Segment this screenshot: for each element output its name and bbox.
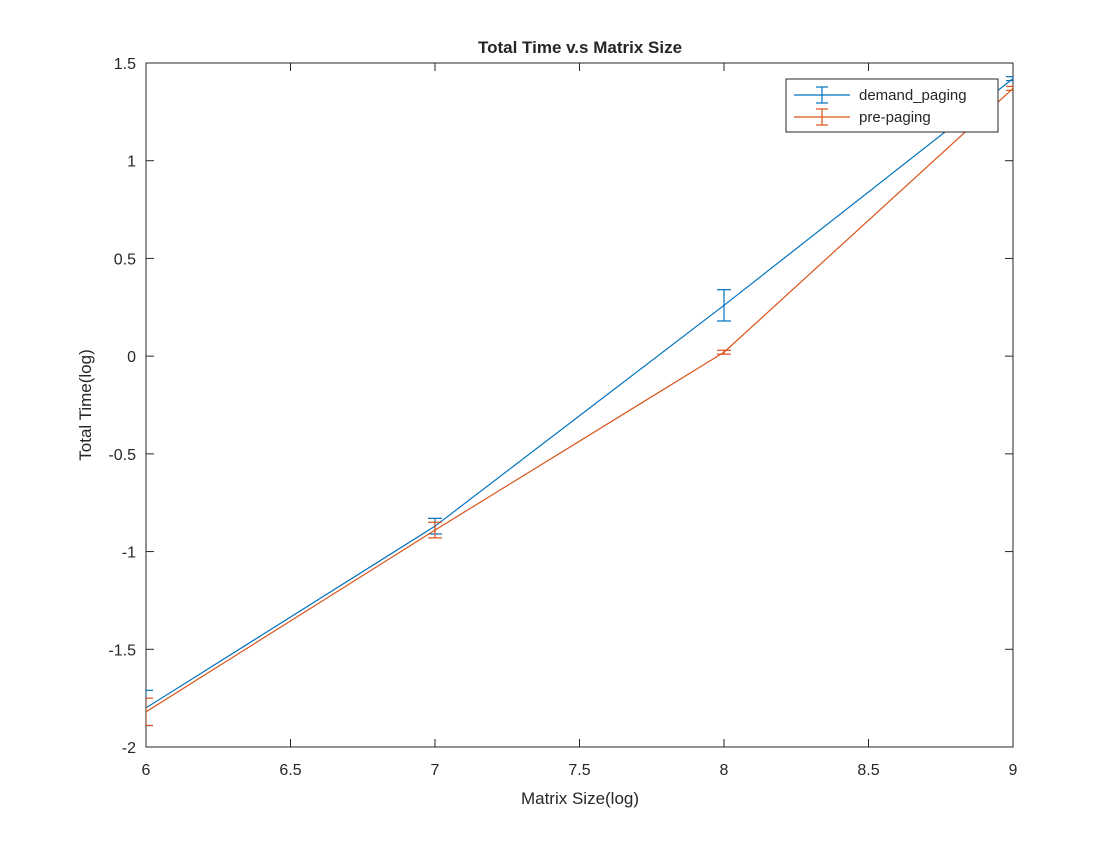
legend-box	[785, 78, 999, 133]
error-bar	[1006, 76, 1013, 82]
y-tick-label: -1	[122, 545, 136, 562]
series-line	[146, 87, 1013, 713]
y-tick-label: -1.5	[108, 642, 136, 659]
y-tick-label: 0.5	[114, 251, 136, 268]
y-tick-label: -2	[122, 740, 136, 757]
y-axis-label: Total Time(log)	[76, 349, 95, 460]
legend: demand_paging pre-paging	[785, 78, 999, 133]
x-axis-ticks: 6 6.5 7 7.5 8 8.5 9	[142, 63, 1018, 779]
series-pre-paging	[146, 85, 1013, 727]
y-axis-ticks: -2 -1.5 -1 -0.5 0 0.5 1 1.5	[108, 56, 1013, 757]
series-layer	[146, 76, 1013, 727]
y-tick-label: 1.5	[114, 56, 136, 73]
error-bar	[1006, 85, 1013, 91]
y-tick-label: 1	[127, 154, 136, 171]
x-tick-label: 7.5	[568, 762, 590, 779]
x-tick-label: 8	[720, 762, 729, 779]
x-tick-label: 6	[142, 762, 151, 779]
axes-frame	[145, 62, 1014, 748]
series-line	[146, 78, 1013, 709]
x-axis-label: Matrix Size(log)	[521, 789, 639, 808]
legend-entry: demand_paging	[794, 86, 967, 104]
axes-box	[145, 62, 1014, 748]
y-tick-label: -0.5	[108, 447, 136, 464]
series-demand_paging	[146, 76, 1013, 727]
error-bar	[717, 349, 731, 355]
x-tick-label: 7	[431, 762, 440, 779]
error-bar	[717, 289, 731, 322]
x-tick-label: 6.5	[279, 762, 301, 779]
legend-label: demand_paging	[859, 87, 967, 104]
legend-entry: pre-paging	[794, 108, 931, 126]
error-bar	[428, 521, 442, 539]
error-bar	[146, 697, 153, 727]
x-tick-label: 8.5	[857, 762, 879, 779]
y-tick-label: 0	[127, 349, 136, 366]
x-tick-label: 9	[1009, 762, 1018, 779]
legend-label: pre-paging	[859, 109, 931, 126]
chart-title: Total Time v.s Matrix Size	[478, 38, 682, 57]
